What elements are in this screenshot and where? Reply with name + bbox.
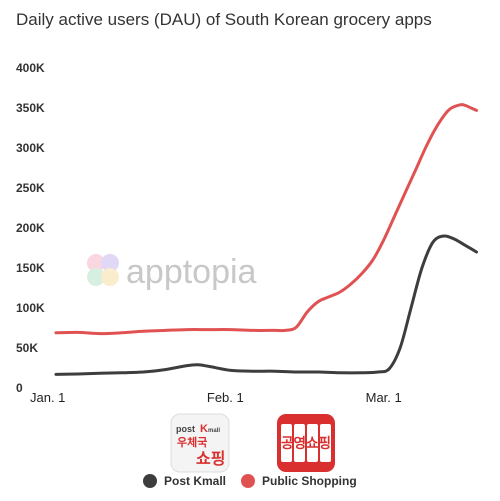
- apptopia-watermark: apptopia: [87, 253, 257, 291]
- y-tick-label: 250K: [16, 181, 45, 195]
- chart-title: Daily active users (DAU) of South Korean…: [16, 10, 432, 29]
- x-tick-label: Mar. 1: [366, 390, 402, 405]
- x-tick-label: Jan. 1: [30, 390, 65, 405]
- watermark-text: apptopia: [126, 253, 257, 291]
- public-shopping-icon-text: 공영쇼핑: [281, 435, 331, 451]
- post-kmall-app-icon: post K mall 우체국 쇼핑: [170, 413, 230, 473]
- public-shopping-app-icon: 공영쇼핑: [277, 414, 335, 472]
- post-kmall-icon-text-bottom: 쇼핑: [196, 450, 225, 468]
- post-kmall-icon-text-mall: mall: [208, 428, 220, 434]
- y-tick-label: 200K: [16, 221, 45, 235]
- legend-marker-public-shopping: [241, 474, 255, 488]
- y-tick-label: 400K: [16, 61, 45, 75]
- post-kmall-icon-text-post: post: [176, 424, 195, 434]
- legend-label-public-shopping: Public Shopping: [262, 474, 357, 488]
- y-tick-label: 150K: [16, 261, 45, 275]
- x-tick-label: Feb. 1: [207, 390, 244, 405]
- y-tick-label: 100K: [16, 301, 45, 315]
- series-line-public-shopping: [54, 103, 478, 336]
- post-kmall-icon-text-k: K: [200, 423, 208, 435]
- legend: Post Kmall Public Shopping: [143, 474, 357, 488]
- post-kmall-icon-text-mid: 우체국: [177, 435, 207, 449]
- y-tick-label: 350K: [16, 101, 45, 115]
- legend-marker-post-kmall: [143, 474, 157, 488]
- apptopia-logo-icon: [87, 254, 119, 286]
- y-tick-label: 300K: [16, 141, 45, 155]
- y-tick-label: 50K: [16, 341, 38, 355]
- legend-label-post-kmall: Post Kmall: [164, 474, 226, 488]
- series-line-post-kmall: [54, 234, 478, 376]
- y-tick-label: 0: [16, 381, 23, 395]
